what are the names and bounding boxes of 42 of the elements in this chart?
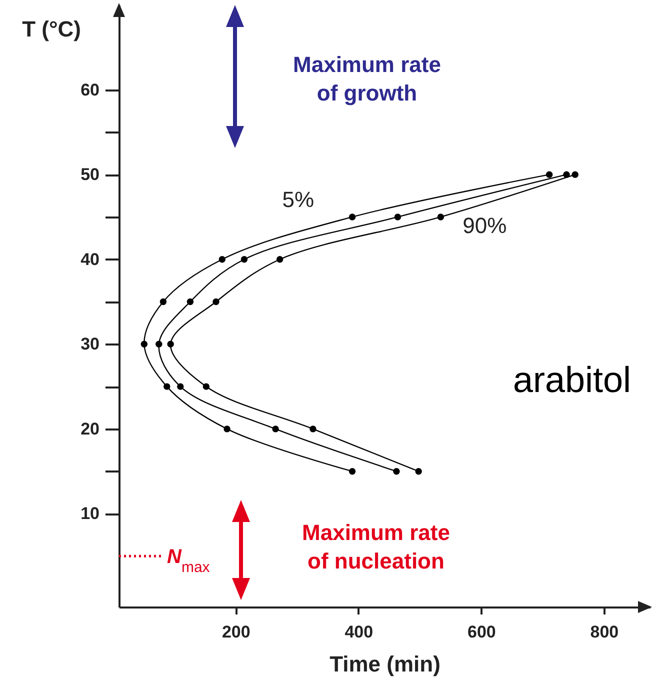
point [310, 426, 316, 432]
y-axis-title: T (°C) [22, 16, 81, 42]
y-tick-label: 10 [80, 504, 100, 524]
annotation: Maximum rate of nucleation [302, 520, 450, 574]
point [572, 171, 578, 178]
point [167, 340, 174, 348]
point [272, 426, 279, 432]
annotation: arabitol [512, 359, 632, 400]
y-tick-label: 60 [80, 80, 100, 100]
point [394, 214, 402, 220]
series-label: 5% [282, 186, 314, 212]
point [563, 171, 570, 178]
point [393, 468, 400, 475]
point [218, 256, 226, 263]
point [348, 214, 356, 220]
point [156, 340, 162, 348]
y-tick-label: 50 [80, 165, 100, 184]
point [177, 383, 184, 390]
x-axis-title: Time (min) [330, 652, 440, 676]
y-tick-label: 40 [80, 250, 100, 269]
point [276, 256, 284, 263]
series-label: 90% [462, 212, 507, 238]
point [160, 298, 167, 306]
y-tick-label: 30 [80, 334, 100, 354]
point [164, 383, 170, 390]
x-tick-label: 400 [344, 622, 374, 642]
point [212, 298, 220, 306]
point [415, 468, 422, 475]
x-tick-label: 200 [222, 622, 250, 642]
point [140, 340, 148, 348]
point [202, 383, 210, 390]
point [546, 171, 553, 178]
x-tick-label: 800 [590, 622, 619, 642]
y-tick-label: 20 [80, 419, 100, 438]
point [240, 256, 248, 263]
x-tick-label: 600 [467, 622, 496, 642]
point [224, 426, 230, 432]
ref-line-label: N$_{max}$ [167, 546, 210, 576]
point [437, 214, 444, 220]
point [186, 298, 194, 306]
point [348, 468, 356, 475]
annotation: Maximum rate of growth [293, 52, 441, 106]
